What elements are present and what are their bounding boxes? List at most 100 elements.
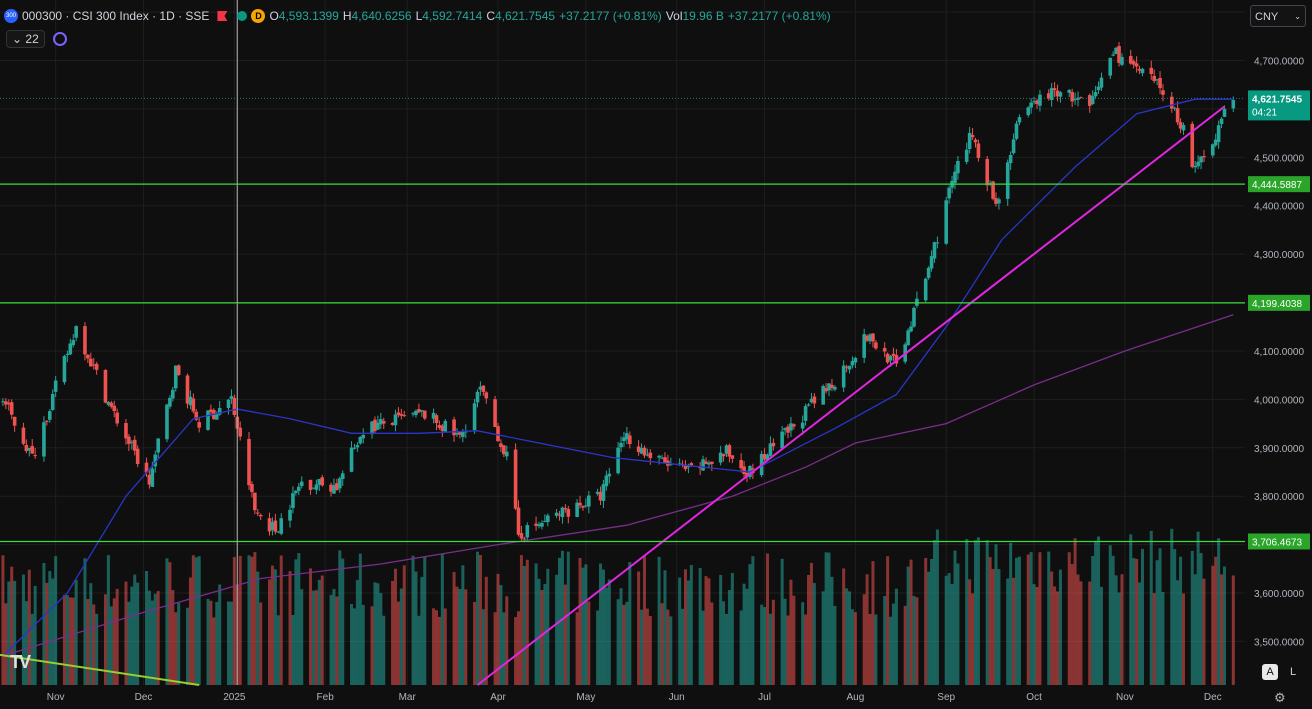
volume-bar — [522, 565, 526, 685]
candle-body — [393, 414, 398, 426]
volume-bar — [188, 577, 192, 685]
volume-bar — [1067, 552, 1071, 685]
high-value: 4,640.6256 — [351, 9, 412, 23]
candle-body — [1070, 92, 1074, 102]
y-tick-label: 4,100.0000 — [1254, 347, 1304, 358]
trendline-magenta — [476, 105, 1226, 686]
countdown-label: 04:21 — [1252, 107, 1277, 118]
ohlc-readout: O4,593.1399 H4,640.6256 L4,592.7414 C4,621.… — [269, 9, 834, 23]
y-tick-label: 4,400.0000 — [1254, 202, 1304, 213]
volume-bar — [848, 591, 852, 685]
currency-select[interactable]: CNY ⌄ — [1250, 5, 1306, 27]
candle-body — [730, 455, 735, 459]
candle-body — [1049, 88, 1054, 100]
gear-icon[interactable]: ⚙ — [1274, 690, 1286, 705]
candle-body — [185, 375, 190, 404]
volume-bar — [382, 615, 386, 685]
volume-bar — [493, 612, 497, 685]
candle-body — [1026, 107, 1031, 116]
candle-body — [273, 520, 278, 532]
volume-bar — [850, 609, 854, 685]
volume-bar — [1152, 593, 1156, 685]
volume-bar — [874, 614, 878, 685]
volume-bar — [988, 557, 992, 685]
d-badge-icon[interactable]: D — [251, 9, 266, 23]
volume-bar — [830, 576, 834, 685]
candle-body — [765, 454, 770, 461]
candle-body — [314, 484, 319, 490]
volume-bar — [1135, 558, 1139, 685]
volume-bar — [666, 609, 670, 685]
log-scale-button[interactable]: L — [1289, 666, 1297, 678]
candle-body — [1196, 161, 1200, 167]
candle-body — [299, 481, 304, 487]
volume-bar — [827, 552, 831, 685]
volume-bar — [1108, 545, 1112, 685]
volume-bar — [215, 601, 219, 685]
candle-body — [1231, 99, 1236, 109]
candle-body — [1038, 94, 1042, 106]
candle-body — [587, 495, 591, 507]
volume-bar — [1032, 584, 1036, 685]
indicators-toggle[interactable]: ⌄ 22 — [6, 30, 45, 48]
volume-bar — [238, 555, 242, 685]
volume-bar — [65, 595, 69, 685]
volume-bar — [27, 569, 31, 685]
volume-bar — [932, 540, 936, 685]
volume-bar — [168, 562, 172, 685]
candle-body — [882, 348, 887, 352]
volume-bar — [560, 550, 564, 685]
indicator-circle-icon[interactable] — [52, 32, 67, 46]
level-label: 3,706.4673 — [1252, 537, 1302, 548]
volume-bar — [976, 537, 980, 685]
candle-body — [452, 419, 456, 436]
volume-bar — [358, 553, 362, 685]
candle-body — [1067, 89, 1072, 93]
volume-bar — [842, 568, 846, 685]
candle-body — [584, 505, 588, 507]
vol-value: 19.96 B — [682, 9, 724, 23]
flag-icon[interactable] — [217, 11, 228, 21]
volume-bar — [537, 578, 541, 685]
chevron-down-icon: ⌄ — [12, 32, 23, 46]
candle-body — [247, 438, 251, 486]
candle-body — [1140, 68, 1145, 74]
candle-body — [1161, 90, 1165, 95]
volume-bar — [133, 574, 137, 685]
volume-bar — [1076, 574, 1080, 685]
tradingview-logo-icon[interactable]: TV — [10, 652, 31, 672]
volume-bar — [499, 585, 503, 685]
candle-body — [906, 330, 910, 346]
volume-bar — [95, 613, 99, 685]
volume-bar — [423, 556, 427, 685]
candle-body — [677, 463, 682, 465]
candle-body — [1055, 90, 1060, 97]
y-tick-label: 4,000.0000 — [1254, 395, 1304, 406]
candle-body — [288, 509, 292, 521]
candle-body — [885, 353, 890, 363]
candle-body — [478, 386, 483, 390]
candle-body — [1134, 63, 1139, 67]
candle-body — [806, 404, 811, 406]
symbol-title[interactable]: 000300 · CSI 300 Index · 1D · SSE — [22, 9, 210, 23]
candle-body — [308, 479, 313, 490]
candle-body — [932, 242, 937, 259]
candle-body — [399, 414, 404, 416]
volume-bar — [514, 617, 518, 685]
volume-bar — [616, 599, 620, 685]
candle-body — [294, 490, 298, 493]
volume-bar — [1179, 556, 1183, 685]
candle-body — [994, 198, 998, 204]
auto-scale-button[interactable]: A — [1262, 664, 1278, 680]
candle-body — [481, 385, 486, 392]
volume-bar — [722, 601, 726, 685]
volume-bar — [1158, 548, 1162, 685]
candle-body — [1216, 125, 1221, 142]
candle-body — [147, 474, 152, 485]
volume-bar — [437, 616, 441, 685]
volume-bar — [185, 607, 189, 685]
volume-bar — [912, 596, 916, 685]
candle-body — [789, 423, 793, 431]
